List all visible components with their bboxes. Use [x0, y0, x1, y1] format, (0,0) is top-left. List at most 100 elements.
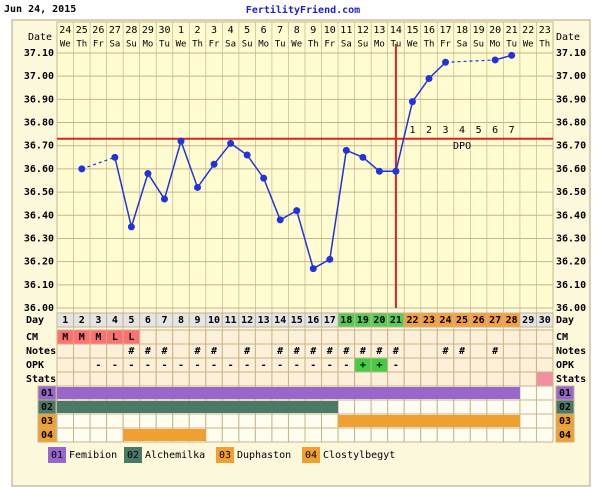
opk-cell — [486, 357, 504, 373]
date-label: 22 — [522, 25, 534, 36]
med-cell — [122, 413, 141, 429]
opk-entry: - — [343, 360, 349, 371]
cm-cell — [254, 329, 273, 345]
day-number: 18 — [340, 315, 352, 326]
notes-entry: # — [310, 346, 316, 357]
cm-cell — [337, 329, 356, 345]
date-label: 17 — [440, 25, 452, 36]
stats-cell — [370, 371, 389, 387]
temperature-point — [210, 160, 218, 168]
med-cell — [56, 427, 75, 443]
stats-cell — [56, 371, 75, 387]
date-label: 8 — [294, 25, 300, 36]
med-code-right: 03 — [559, 416, 571, 427]
stats-cell — [155, 371, 174, 387]
temperature-point — [293, 207, 301, 215]
date-label: 20 — [489, 25, 501, 36]
temperature-point — [326, 255, 334, 263]
stats-cell — [188, 371, 207, 387]
stats-cell — [271, 371, 289, 387]
opk-entry: - — [228, 360, 234, 371]
stats-cell — [287, 371, 306, 387]
notes-cell — [56, 343, 75, 359]
row-label: Date — [556, 32, 580, 43]
notes-cell — [221, 343, 240, 359]
weekday-label: Su — [126, 40, 137, 50]
dpo-number: 7 — [509, 125, 515, 136]
weekday-label: Th — [192, 40, 203, 50]
weekday-label: Fr — [93, 40, 104, 50]
opk-entry: - — [261, 360, 267, 371]
opk-cell — [535, 357, 554, 373]
stats-cell — [221, 371, 240, 387]
med-code-left: 02 — [41, 402, 53, 413]
dpo-number: 3 — [443, 125, 449, 136]
weekday-label: Mo — [490, 40, 501, 50]
weekday-label: Th — [539, 40, 550, 50]
dpo-number: 6 — [492, 125, 498, 136]
cm-cell — [188, 329, 207, 345]
med-bar — [57, 401, 339, 413]
date-label: 9 — [310, 25, 316, 36]
weekday-label: Mo — [374, 40, 385, 50]
notes-cell — [420, 343, 438, 359]
med-cell — [304, 427, 323, 443]
day-number: 1 — [62, 315, 68, 326]
date-label: 30 — [158, 25, 170, 36]
row-label: Stats — [26, 374, 56, 385]
stats-cell — [354, 371, 372, 387]
opk-cell — [73, 357, 91, 373]
med-cell — [155, 413, 174, 429]
cm-cell — [453, 329, 471, 345]
temperature-point — [111, 153, 119, 161]
med-cell — [254, 427, 273, 443]
cm-cell — [321, 329, 339, 345]
day-number: 3 — [95, 315, 101, 326]
stats-cell — [387, 371, 405, 387]
opk-entry: - — [327, 360, 333, 371]
cm-cell — [519, 329, 537, 345]
stats-cell — [420, 371, 438, 387]
weekday-label: We — [60, 40, 71, 50]
row-label: Notes — [26, 346, 56, 357]
med-cell — [188, 413, 207, 429]
cm-cell — [486, 329, 504, 345]
notes-entry: # — [343, 346, 349, 357]
med-cell — [354, 427, 372, 443]
day-number: 23 — [423, 315, 435, 326]
med-cell — [56, 413, 75, 429]
date-label: 19 — [473, 25, 485, 36]
y-tick-label: 36.00 — [556, 303, 586, 314]
temperature-point — [276, 216, 284, 224]
legend-swatch — [216, 447, 234, 463]
dpo-number: 4 — [459, 125, 465, 136]
stats-cell — [519, 371, 537, 387]
opk-cell — [453, 357, 471, 373]
notes-entry: # — [459, 346, 465, 357]
weekday-label: Su — [357, 40, 368, 50]
med-cell — [403, 399, 422, 415]
date-label: 3 — [211, 25, 217, 36]
date-label: 4 — [228, 25, 234, 36]
temperature-point — [260, 174, 268, 182]
med-cell — [502, 427, 521, 443]
legend-name: Femibion — [69, 450, 117, 461]
legend-code: 02 — [127, 450, 139, 461]
date-label: 26 — [92, 25, 104, 36]
cm-entry: M — [62, 332, 68, 343]
day-number: 4 — [112, 315, 118, 326]
med-cell — [238, 413, 256, 429]
dpo-number: 1 — [409, 125, 415, 136]
stats-cell — [172, 371, 190, 387]
y-tick-label: 36.20 — [24, 257, 54, 268]
y-tick-label: 36.30 — [556, 233, 586, 244]
cm-cell — [304, 329, 323, 345]
stats-cell — [139, 371, 157, 387]
weekday-label: We — [176, 40, 187, 50]
temperature-point — [408, 98, 416, 106]
weekday-label: Tu — [159, 40, 170, 50]
row-label: Notes — [556, 346, 586, 357]
med-cell — [321, 427, 339, 443]
med-cell — [370, 427, 389, 443]
